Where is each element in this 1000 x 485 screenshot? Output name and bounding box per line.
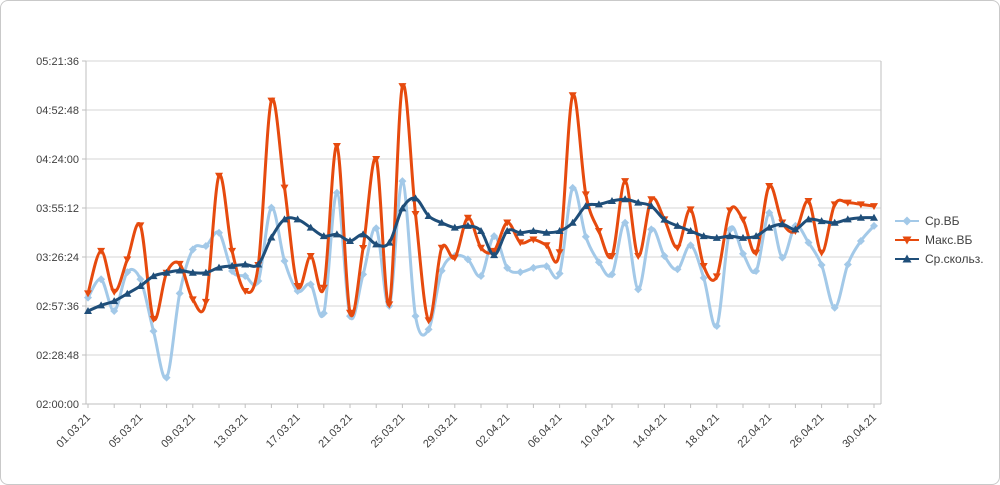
svg-text:02.04.21: 02.04.21 bbox=[474, 412, 513, 451]
legend-swatch-triangle-down-icon bbox=[895, 236, 919, 245]
svg-text:21.03.21: 21.03.21 bbox=[316, 412, 355, 451]
svg-text:22.04.21: 22.04.21 bbox=[736, 412, 775, 451]
svg-text:04:52:48: 04:52:48 bbox=[36, 105, 79, 117]
svg-text:02:57:36: 02:57:36 bbox=[36, 301, 79, 313]
svg-text:25.03.21: 25.03.21 bbox=[369, 412, 408, 451]
legend-item-sr-vb: Ср.ВБ bbox=[894, 214, 984, 228]
svg-text:29.03.21: 29.03.21 bbox=[421, 412, 460, 451]
svg-text:18.04.21: 18.04.21 bbox=[683, 412, 722, 451]
svg-text:14.04.21: 14.04.21 bbox=[631, 412, 670, 451]
legend-label: Ср.скольз. bbox=[925, 252, 984, 266]
svg-text:05:21:36: 05:21:36 bbox=[36, 56, 79, 68]
svg-text:01.03.21: 01.03.21 bbox=[54, 412, 93, 451]
svg-text:02:28:48: 02:28:48 bbox=[36, 350, 79, 362]
legend-swatch-triangle-up-icon bbox=[895, 254, 919, 263]
legend: Ср.ВБ Макс.ВБ Ср.скольз. bbox=[894, 214, 984, 266]
legend-label: Ср.ВБ bbox=[925, 214, 960, 228]
legend-item-maks-vb: Макс.ВБ bbox=[894, 233, 984, 247]
svg-text:10.04.21: 10.04.21 bbox=[578, 412, 617, 451]
svg-text:06.04.21: 06.04.21 bbox=[526, 412, 565, 451]
svg-text:30.04.21: 30.04.21 bbox=[840, 412, 879, 451]
svg-text:26.04.21: 26.04.21 bbox=[788, 412, 827, 451]
legend-item-sr-skolz: Ср.скольз. bbox=[894, 252, 984, 266]
svg-text:09.03.21: 09.03.21 bbox=[159, 412, 198, 451]
legend-label: Макс.ВБ bbox=[925, 233, 973, 247]
svg-text:13.03.21: 13.03.21 bbox=[212, 412, 251, 451]
svg-text:17.03.21: 17.03.21 bbox=[264, 412, 303, 451]
svg-text:02:00:00: 02:00:00 bbox=[36, 399, 79, 411]
svg-text:05.03.21: 05.03.21 bbox=[107, 412, 146, 451]
svg-text:03:26:24: 03:26:24 bbox=[36, 252, 79, 264]
svg-text:03:55:12: 03:55:12 bbox=[36, 203, 79, 215]
legend-swatch-diamond-icon bbox=[895, 216, 919, 226]
svg-text:04:24:00: 04:24:00 bbox=[36, 154, 79, 166]
